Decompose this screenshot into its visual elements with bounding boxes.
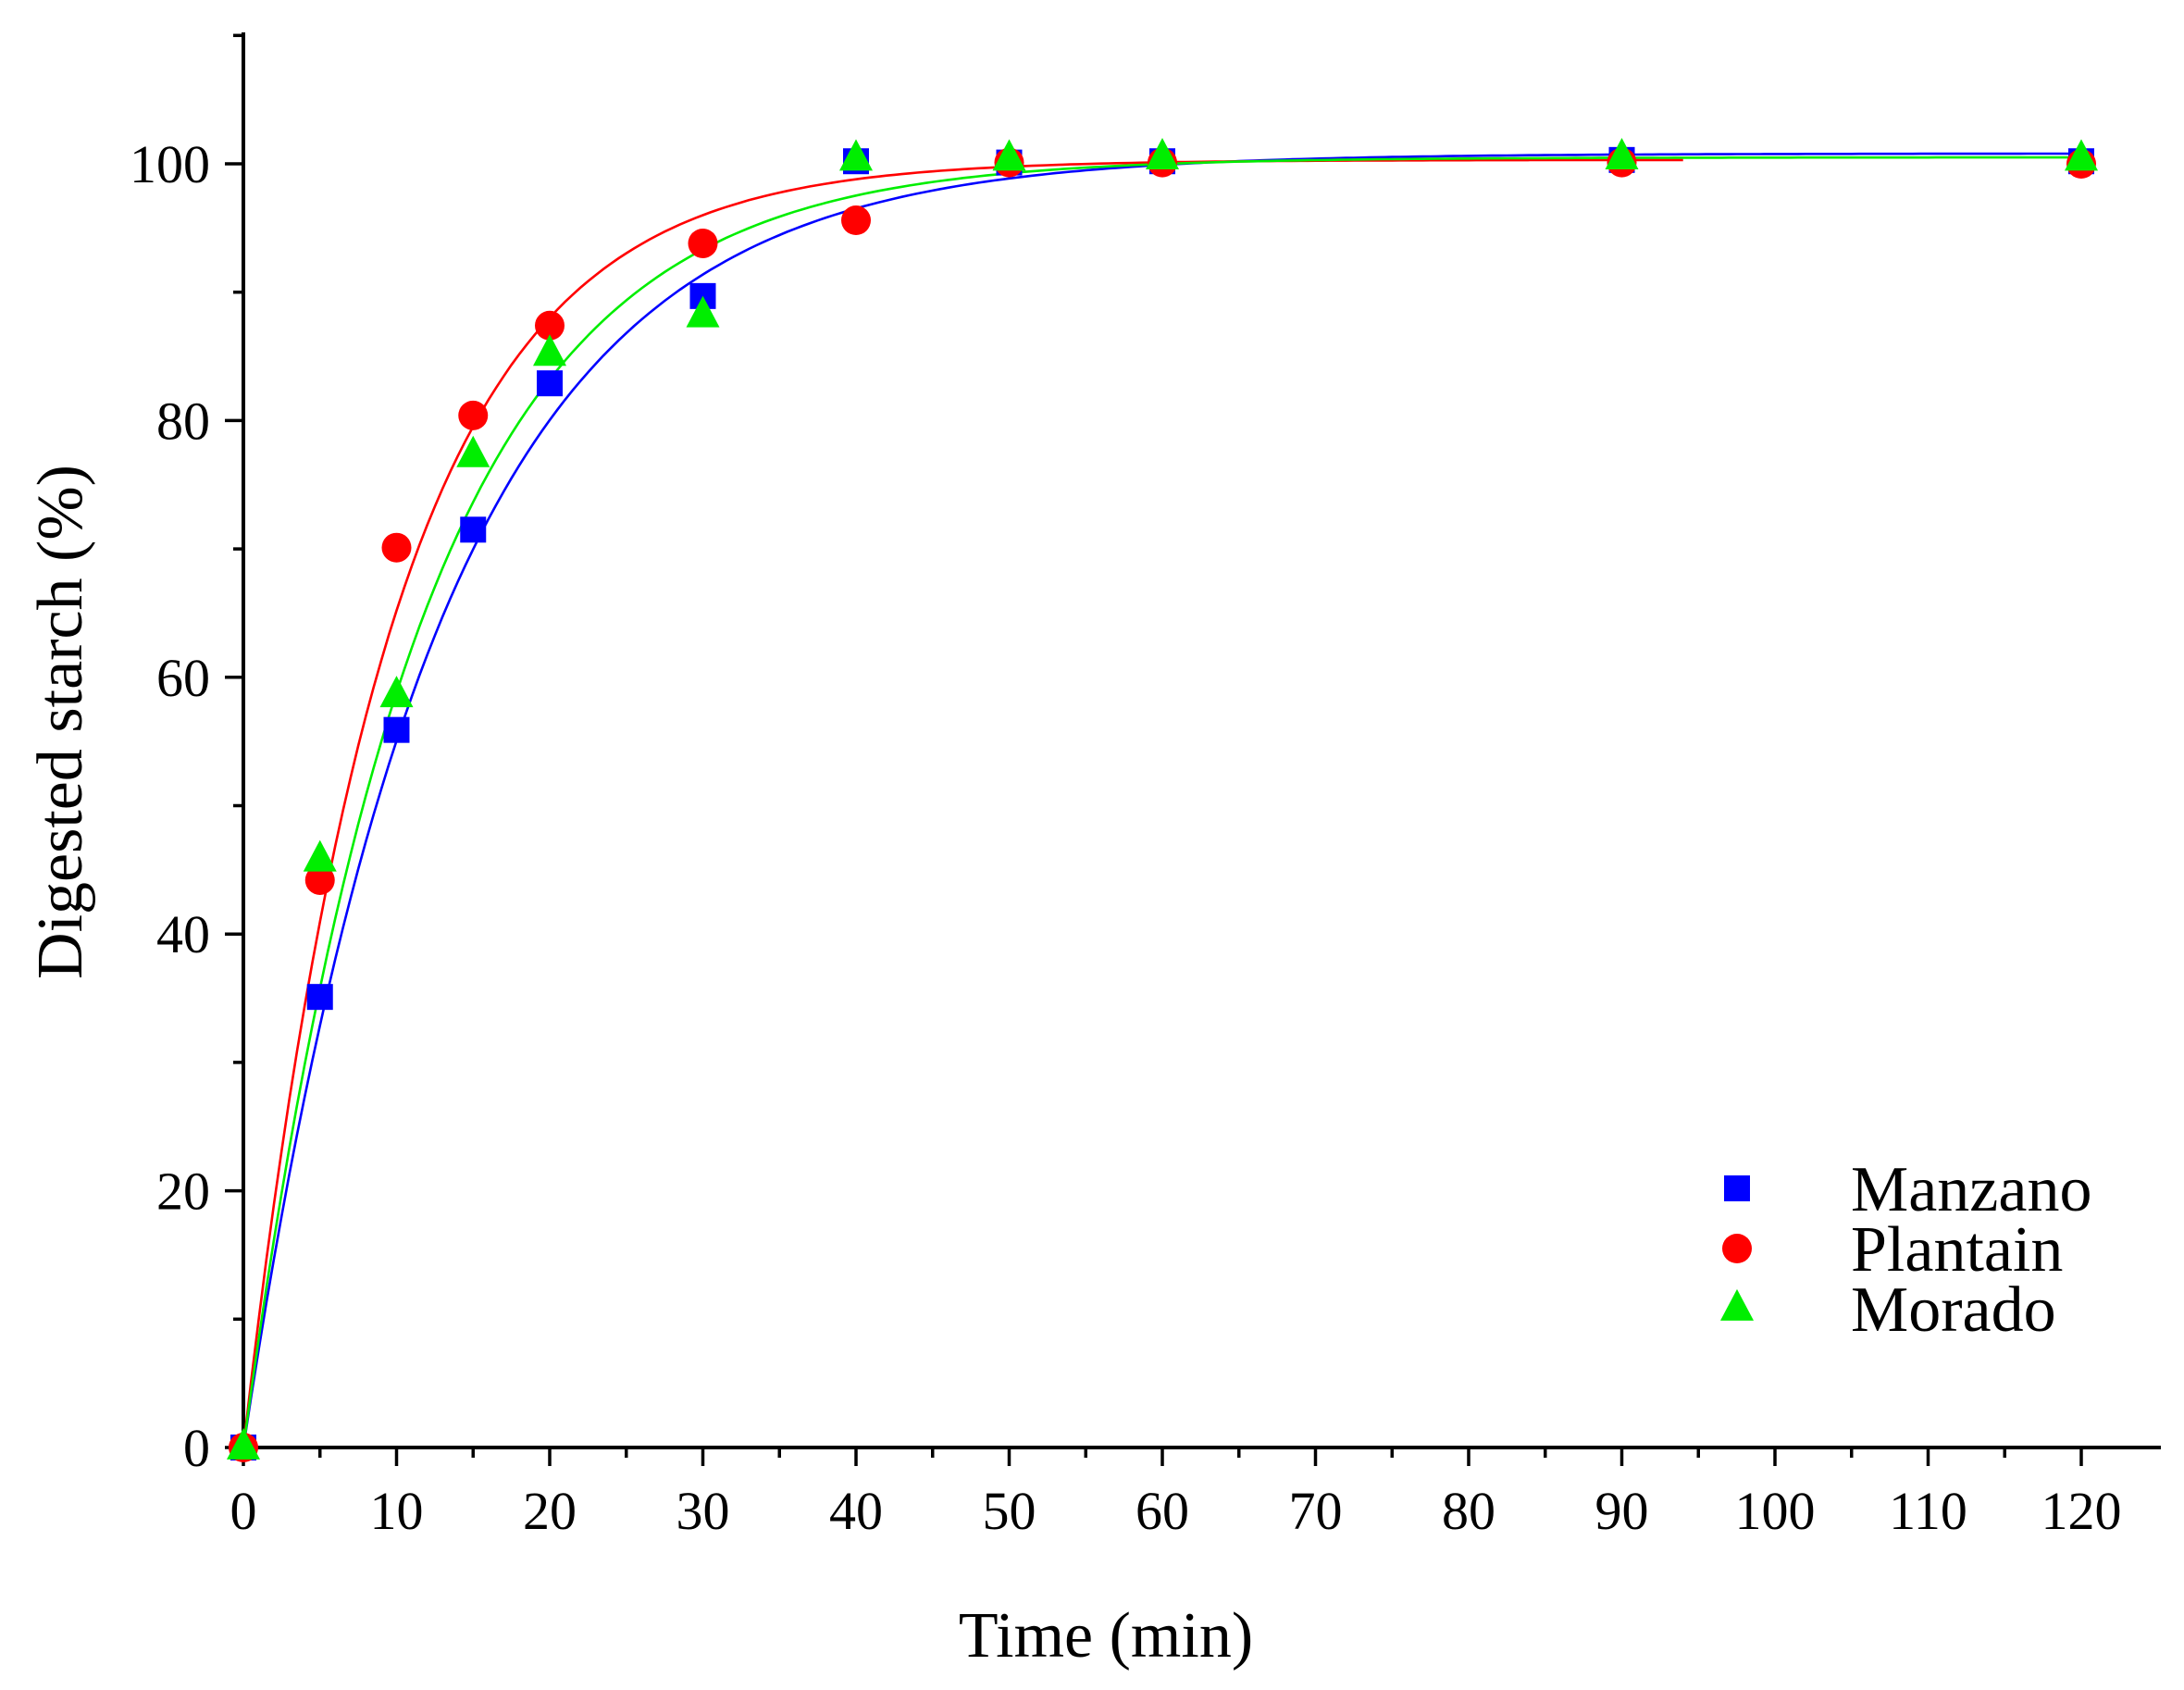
y-tick-label: 100 xyxy=(130,134,210,194)
data-point-morado xyxy=(1605,137,1639,169)
data-point-manzano xyxy=(306,984,333,1011)
x-tick-label: 60 xyxy=(1135,1481,1189,1541)
data-point-morado xyxy=(839,139,873,171)
data-point-morado xyxy=(379,676,414,708)
data-point-plantain xyxy=(304,864,335,895)
data-point-plantain xyxy=(458,400,489,430)
fit-line-plantain xyxy=(242,158,1683,1448)
data-point-plantain xyxy=(535,310,565,341)
x-tick-label: 80 xyxy=(1442,1481,1495,1541)
legend-label-manzano: Manzano xyxy=(1851,1154,2091,1225)
x-tick-label: 30 xyxy=(676,1481,730,1541)
y-tick-label: 80 xyxy=(156,391,210,451)
data-point-morado xyxy=(2065,139,2098,171)
legend-marker-plantain xyxy=(1722,1234,1752,1263)
data-point-plantain xyxy=(841,205,871,236)
data-point-morado xyxy=(533,334,566,367)
x-tick-label: 120 xyxy=(2041,1481,2122,1541)
legend-marker-manzano xyxy=(1724,1175,1750,1201)
x-tick-label: 20 xyxy=(523,1481,577,1541)
x-tick-label: 70 xyxy=(1289,1481,1343,1541)
ticks xyxy=(225,33,2083,1466)
data-point-plantain xyxy=(688,228,718,258)
legend-marker-morado xyxy=(1720,1288,1754,1321)
x-axis-title: Time (min) xyxy=(959,1600,1253,1671)
fit-line-manzano xyxy=(242,152,2081,1448)
y-tick-label: 20 xyxy=(156,1162,210,1222)
axes xyxy=(242,32,2161,1449)
fit-line-morado xyxy=(242,155,2081,1448)
x-tick-label: 90 xyxy=(1595,1481,1649,1541)
y-tick-label: 60 xyxy=(156,648,210,708)
legend-label-plantain: Plantain xyxy=(1851,1214,2063,1286)
x-tick-label: 50 xyxy=(983,1481,1036,1541)
x-tick-label: 110 xyxy=(1889,1481,1967,1541)
y-tick-label: 40 xyxy=(156,904,210,964)
data-point-morado xyxy=(686,295,720,328)
x-tick-label: 10 xyxy=(370,1481,424,1541)
data-point-morado xyxy=(992,139,1026,171)
data-point-manzano xyxy=(460,516,487,543)
data-point-morado xyxy=(1146,137,1179,169)
x-tick-label: 100 xyxy=(1735,1481,1816,1541)
legend-label-morado: Morado xyxy=(1851,1274,2056,1346)
data-point-morado xyxy=(456,435,490,467)
y-axis-title: Digested starch (%) xyxy=(25,465,96,979)
data-point-manzano xyxy=(383,716,410,743)
x-tick-label: 40 xyxy=(829,1481,883,1541)
x-tick-label: 0 xyxy=(230,1481,257,1541)
y-tick-label: 0 xyxy=(183,1418,210,1478)
tick-labels: 0 10 20 30 40 50 60 70 80 90 100 110 120 0 20 40 60 80 100 xyxy=(130,134,2122,1541)
data-point-manzano xyxy=(537,370,563,397)
markers xyxy=(227,137,2098,1462)
fit-lines xyxy=(242,152,2081,1448)
data-point-morado xyxy=(303,839,337,872)
data-point-plantain xyxy=(381,532,412,563)
data-point-morado xyxy=(227,1427,260,1460)
